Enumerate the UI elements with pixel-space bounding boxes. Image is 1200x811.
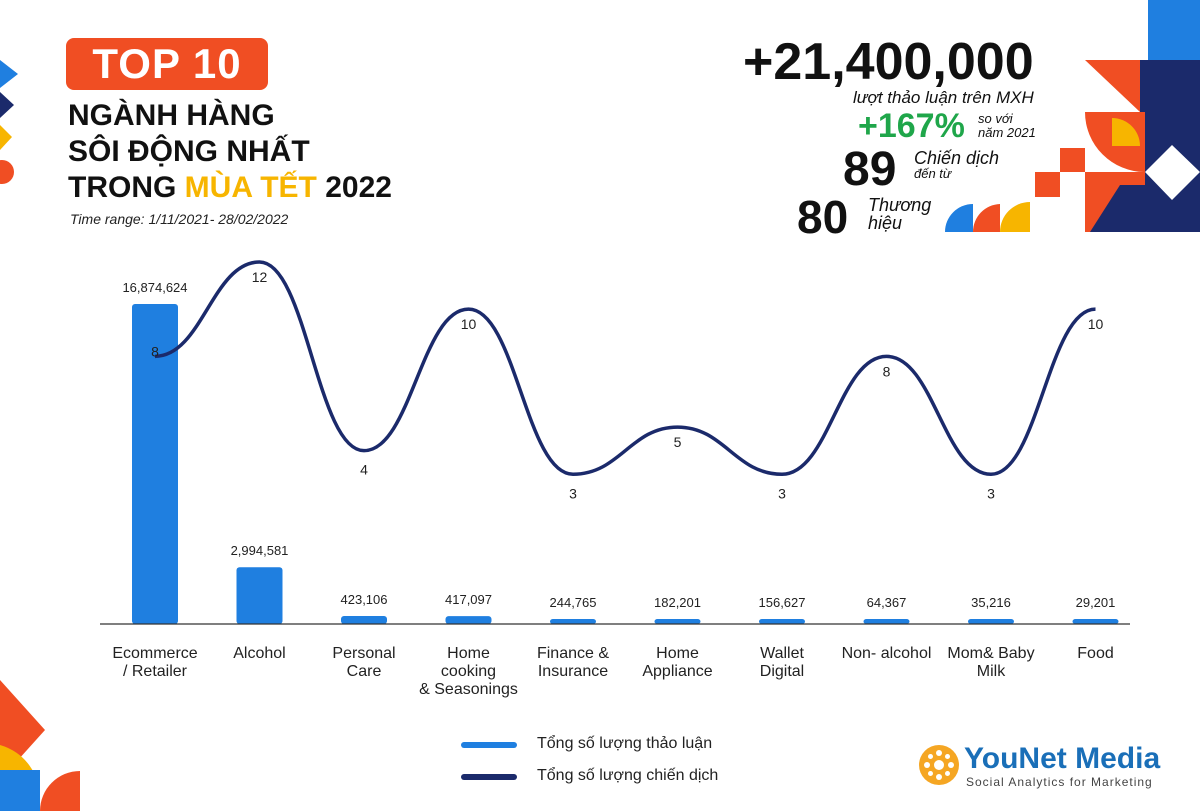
legend-label-line: Tổng số lượng chiến dịch	[537, 767, 719, 784]
category-label: Food	[1077, 645, 1113, 662]
top10-badge: TOP 10	[66, 38, 268, 90]
bar	[550, 619, 596, 624]
category-label: Non- alcohol	[842, 645, 932, 662]
bar-value-label: 417,097	[445, 592, 492, 607]
campaign-value-label: 4	[360, 462, 368, 478]
growth-note-2: năm 2021	[978, 125, 1036, 140]
growth-percent: +167%	[858, 107, 965, 145]
category-label: Care	[347, 663, 382, 680]
headline-line-3: TRONG MÙA TẾT 2022	[68, 170, 392, 206]
bar-value-label: 35,216	[971, 595, 1011, 610]
bar-value-label: 29,201	[1076, 595, 1116, 610]
bar	[1072, 619, 1119, 624]
bar-value-label: 156,627	[759, 595, 806, 610]
campaign-value-label: 3	[987, 485, 995, 501]
brands-note: Thương hiệu	[868, 196, 931, 232]
category-label: Home	[656, 645, 699, 662]
bar-value-label: 182,201	[654, 595, 701, 610]
brands-note-1: Thương	[868, 195, 932, 215]
campaign-value-label: 10	[461, 316, 477, 332]
bar	[132, 304, 178, 624]
headline-line-2: SÔI ĐỘNG NHẤT	[68, 135, 310, 168]
category-label: Insurance	[538, 663, 608, 680]
headline-accent: MÙA TẾT	[184, 171, 317, 204]
campaigns-note: Chiến dịch đến từ	[914, 148, 1000, 182]
bar-value-label: 244,765	[550, 595, 597, 610]
bar	[445, 616, 492, 624]
campaigns-count: 89	[843, 143, 897, 196]
brands-note-2: hiệu	[868, 213, 903, 233]
bar-value-label: 64,367	[867, 595, 907, 610]
bar-value-label: 423,106	[341, 592, 388, 607]
legend-swatch-bar	[461, 742, 517, 748]
logo-text: YouNet Media	[964, 742, 1161, 775]
younet-logo-icon	[919, 745, 959, 785]
category-label: cooking	[441, 663, 496, 680]
category-label: Milk	[977, 663, 1006, 680]
bar	[759, 619, 805, 624]
category-label: / Retailer	[123, 663, 188, 680]
bar	[863, 619, 910, 624]
category-label: Finance &	[537, 645, 609, 662]
campaign-value-label: 10	[1088, 316, 1104, 332]
bar	[968, 619, 1014, 624]
legend-swatch-line	[461, 774, 517, 780]
campaign-value-label: 5	[674, 434, 682, 450]
category-label: Wallet	[760, 645, 804, 662]
headline-line-3-post: 2022	[316, 171, 392, 204]
total-discussions-note: lượt thảo luận trên MXH	[853, 88, 1034, 107]
campaigns-note-2: đến từ	[914, 166, 952, 181]
category-label: Home	[447, 645, 490, 662]
campaign-line	[154, 260, 1096, 477]
campaign-value-label: 3	[778, 485, 786, 501]
growth-note: so với năm 2021	[978, 112, 1036, 140]
brands-count: 80	[797, 191, 849, 243]
bar-value-label: 16,874,624	[122, 280, 187, 295]
category-label: Appliance	[642, 663, 712, 680]
campaigns-note-1: Chiến dịch	[914, 148, 1000, 168]
bar	[236, 567, 283, 624]
legend-label-bar: Tổng số lượng thảo luận	[537, 735, 713, 752]
category-label: Alcohol	[233, 645, 285, 662]
logo-tagline: Social Analytics for Marketing	[966, 775, 1153, 789]
campaign-value-label: 8	[151, 343, 159, 359]
category-label: Digital	[760, 663, 804, 680]
category-label: Personal	[332, 645, 395, 662]
bar	[654, 619, 701, 624]
total-discussions: +21,400,000	[743, 33, 1034, 91]
growth-note-1: so với	[978, 111, 1013, 126]
campaign-value-label: 3	[569, 485, 577, 501]
category-label: Ecommerce	[112, 645, 197, 662]
headline-line-3-pre: TRONG	[68, 171, 185, 204]
time-range: Time range: 1/11/2021- 28/02/2022	[70, 211, 289, 227]
category-label: Mom& Baby	[947, 645, 1034, 662]
category-label: & Seasonings	[419, 681, 518, 698]
campaign-value-label: 8	[883, 363, 891, 379]
headline-line-1: NGÀNH HÀNG	[68, 99, 275, 132]
bar	[341, 615, 387, 624]
campaign-value-label: 12	[252, 269, 268, 285]
bar-value-label: 2,994,581	[231, 543, 289, 558]
